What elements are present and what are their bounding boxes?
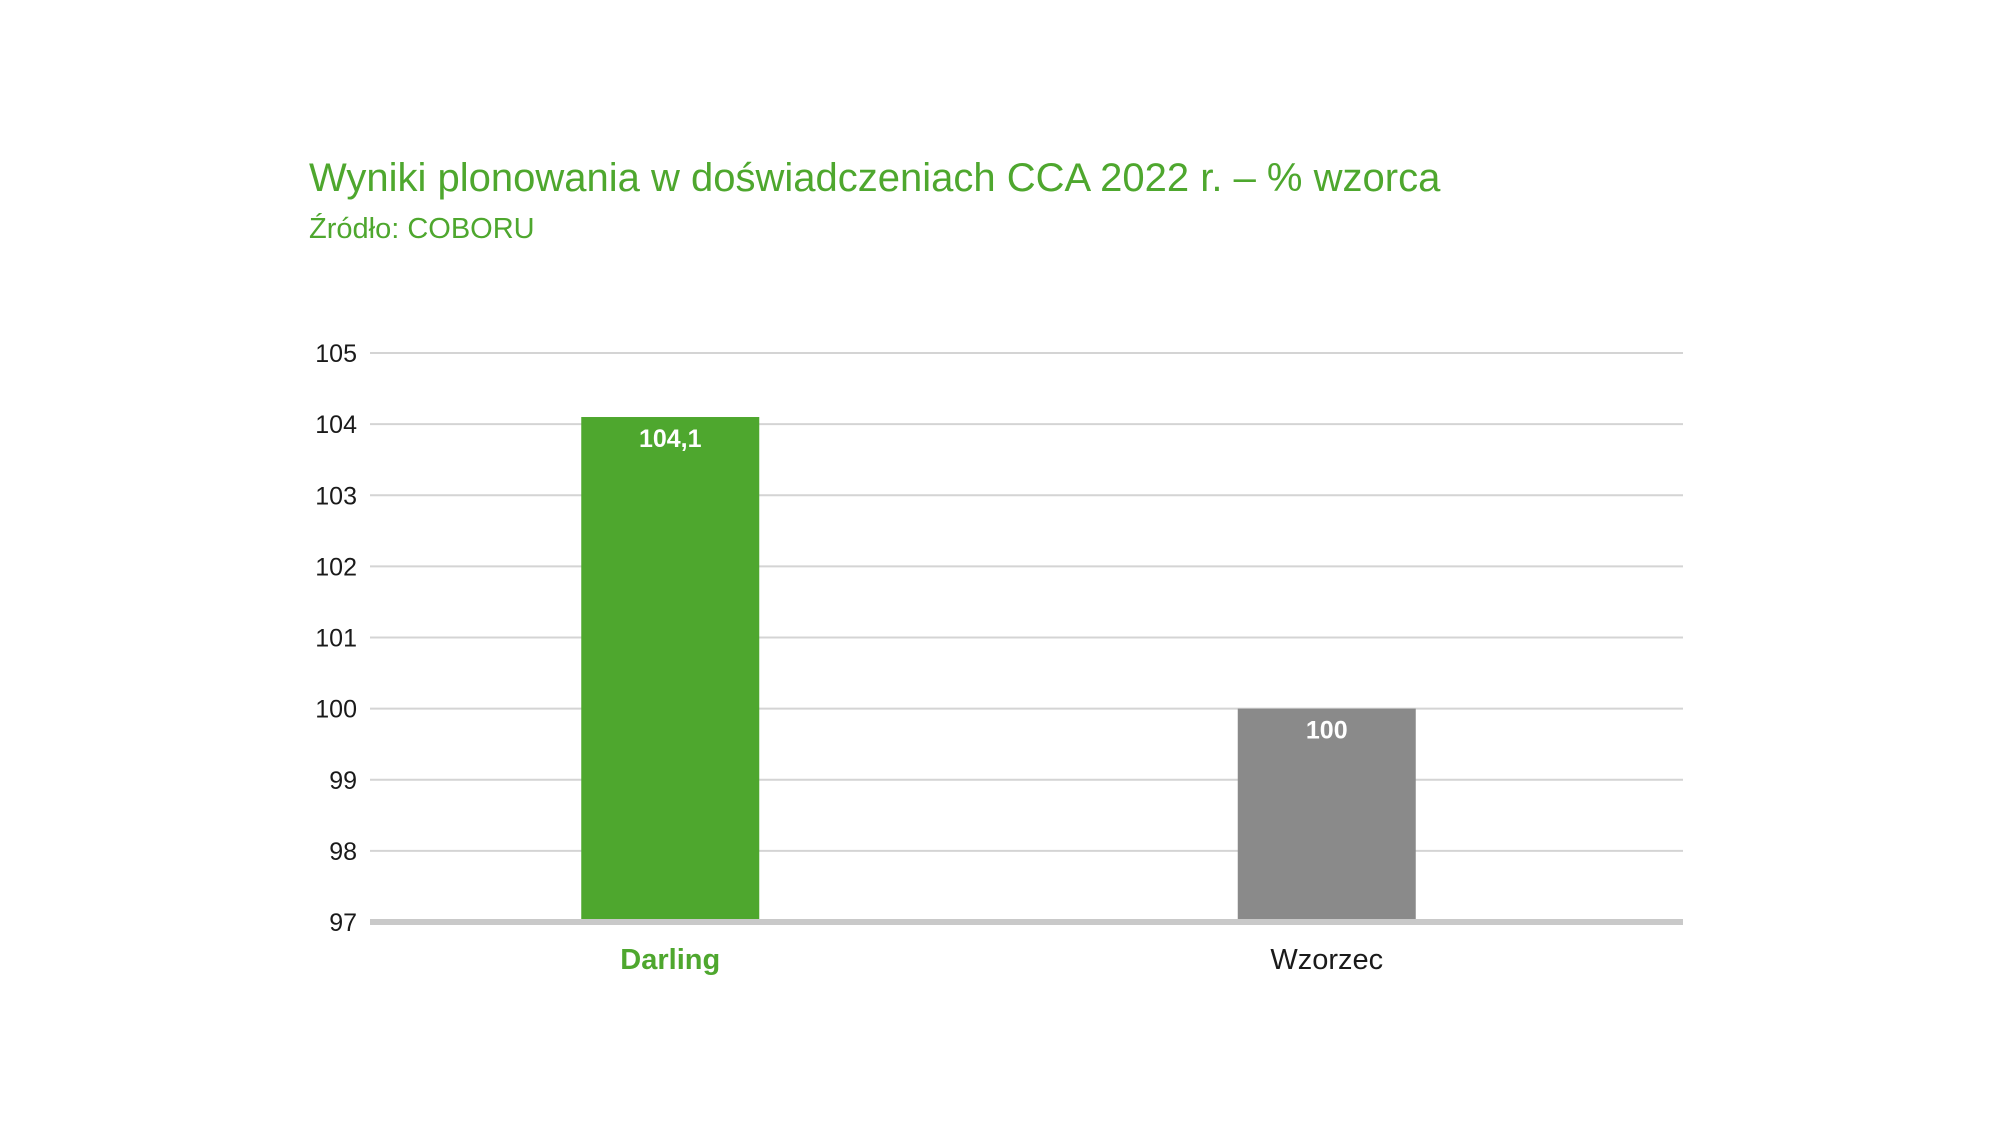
y-tick-label: 102 <box>315 553 357 581</box>
x-category-label: Darling <box>620 944 720 976</box>
y-tick-label: 103 <box>315 482 357 510</box>
y-tick-label: 99 <box>329 767 357 795</box>
bar-wzorzec <box>1237 708 1416 919</box>
chart-title: Wyniki plonowania w doświadczeniach CCA … <box>309 156 1441 200</box>
chart-subtitle: Źródło: COBORU <box>309 213 535 245</box>
y-tick-label: 101 <box>315 625 357 653</box>
y-tick-label: 98 <box>329 838 357 866</box>
data-label: 100 <box>1306 717 1348 745</box>
bar-darling <box>581 417 760 919</box>
y-tick-label: 105 <box>315 340 357 368</box>
data-label: 104,1 <box>639 425 702 453</box>
y-tick-label: 100 <box>315 696 357 724</box>
y-tick-label: 104 <box>315 411 357 439</box>
y-tick-label: 97 <box>329 909 357 937</box>
x-category-label: Wzorzec <box>1270 944 1383 976</box>
